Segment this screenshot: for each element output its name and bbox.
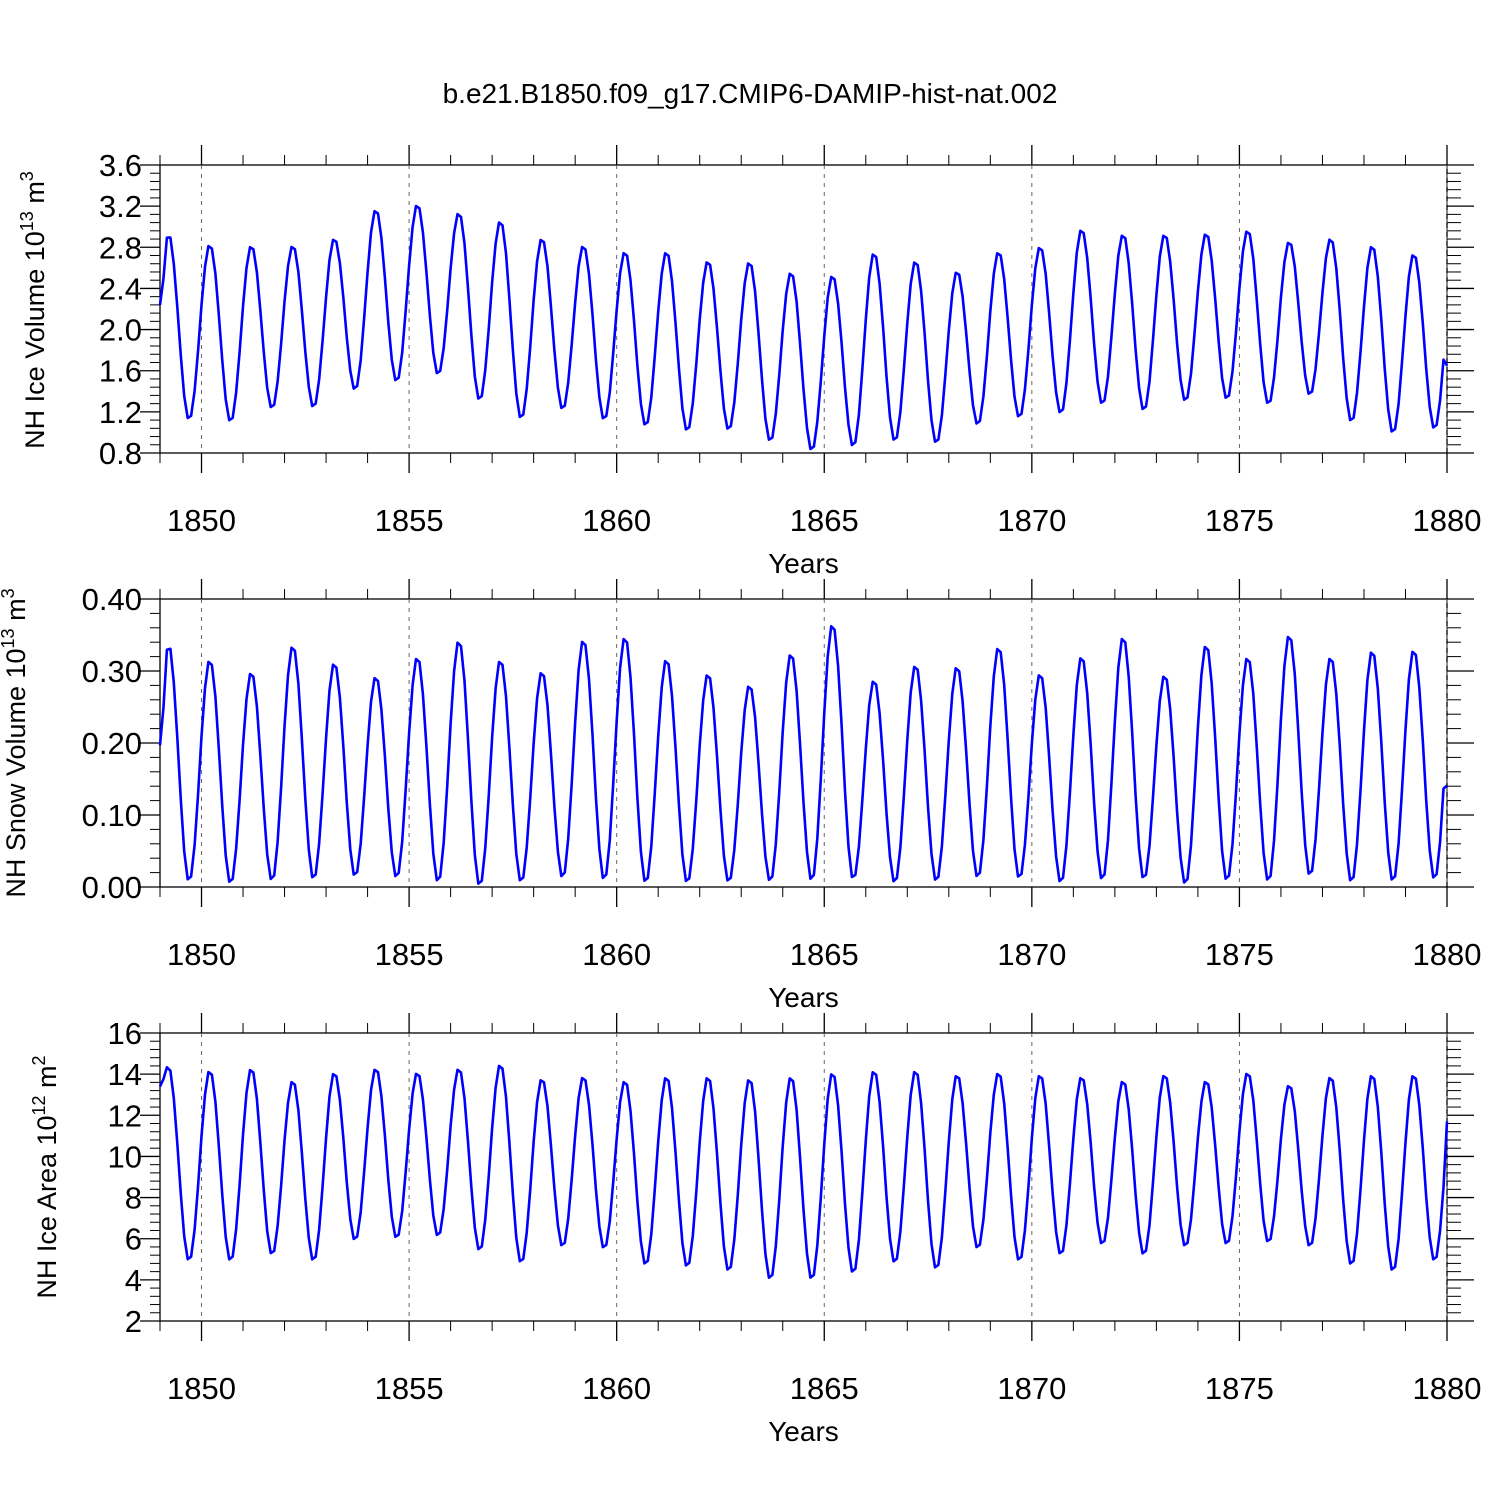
series-line xyxy=(158,625,1448,885)
x-axis-label: Years xyxy=(768,982,839,1013)
x-tick-label: 1860 xyxy=(582,503,651,538)
plot-frame xyxy=(159,1032,1448,1322)
y-tick-label: 16 xyxy=(108,1016,142,1051)
x-tick-label: 1865 xyxy=(790,937,859,972)
x-tick-label: 1880 xyxy=(1413,937,1482,972)
y-tick-label: 0.10 xyxy=(82,798,142,833)
x-tick-label: 1875 xyxy=(1205,937,1274,972)
y-tick-label: 0.20 xyxy=(82,726,142,761)
x-tick-label: 1880 xyxy=(1413,503,1482,538)
y-tick-label: 2.8 xyxy=(99,230,142,265)
chart-panel-2: 0.00 0.10 0.20 0.30 0.40 1850 1855 1860 1865 1870… xyxy=(0,579,1481,1013)
series-line xyxy=(158,1064,1449,1279)
y-tick-label: 12 xyxy=(108,1098,142,1133)
y-tick-label: 2.0 xyxy=(99,313,142,348)
y-axis-label: NH Ice Area 1012 m2 xyxy=(29,1055,62,1298)
y-tick-label: 14 xyxy=(108,1057,142,1092)
x-tick-label: 1870 xyxy=(997,503,1066,538)
y-tick-label: 3.6 xyxy=(99,148,142,183)
x-tick-label: 1870 xyxy=(997,937,1066,972)
x-tick-label: 1865 xyxy=(790,1371,859,1406)
x-tick-label: 1860 xyxy=(582,937,651,972)
y-tick-label: 6 xyxy=(125,1222,142,1257)
chart-panel-3: 2 4 6 8 10 12 14 16 1850 1855 1860 1865 1870 1875 1880… xyxy=(29,1013,1481,1447)
y-tick-label: 8 xyxy=(125,1181,142,1216)
x-tick-label: 1850 xyxy=(167,937,236,972)
y-tick-label: 1.6 xyxy=(99,354,142,389)
y-tick-label: 1.2 xyxy=(99,395,142,430)
x-tick-label: 1875 xyxy=(1205,503,1274,538)
y-axis-label: NH Ice Volume 1013 m3 xyxy=(17,171,50,449)
chart-panel-1: 0.8 1.2 1.6 2.0 2.4 2.8 3.2 3.6 1850 1855 1860 1865… xyxy=(17,145,1481,579)
x-axis-label: Years xyxy=(768,1416,839,1447)
series-line xyxy=(158,204,1449,451)
y-tick-label: 4 xyxy=(125,1263,142,1298)
x-axis-label: Years xyxy=(768,548,839,579)
x-tick-label: 1870 xyxy=(997,1371,1066,1406)
y-tick-label: 2 xyxy=(125,1304,142,1339)
y-axis-label: NH Snow Volume 1013 m3 xyxy=(0,588,31,897)
y-tick-label: 2.4 xyxy=(99,271,142,306)
x-tick-label: 1855 xyxy=(375,503,444,538)
y-tick-label: 0.8 xyxy=(99,436,142,471)
plot-frame xyxy=(159,164,1448,454)
x-tick-label: 1855 xyxy=(375,937,444,972)
x-tick-label: 1855 xyxy=(375,1371,444,1406)
y-tick-label: 0.30 xyxy=(82,654,142,689)
y-tick-label: 0.40 xyxy=(82,582,142,617)
x-tick-label: 1850 xyxy=(167,1371,236,1406)
y-tick-label: 10 xyxy=(108,1139,142,1174)
x-tick-label: 1865 xyxy=(790,503,859,538)
panels: 0.8 1.2 1.6 2.0 2.4 2.8 3.2 3.6 1850 1855 1860 1865… xyxy=(0,145,1481,1447)
y-tick-label: 3.2 xyxy=(99,189,142,224)
figure-title: b.e21.B1850.f09_g17.CMIP6-DAMIP-hist-nat… xyxy=(443,78,1058,109)
x-tick-label: 1860 xyxy=(582,1371,651,1406)
x-tick-label: 1875 xyxy=(1205,1371,1274,1406)
y-tick-label: 0.00 xyxy=(82,870,142,905)
x-tick-label: 1880 xyxy=(1413,1371,1482,1406)
plot-frame xyxy=(159,598,1448,888)
x-tick-label: 1850 xyxy=(167,503,236,538)
